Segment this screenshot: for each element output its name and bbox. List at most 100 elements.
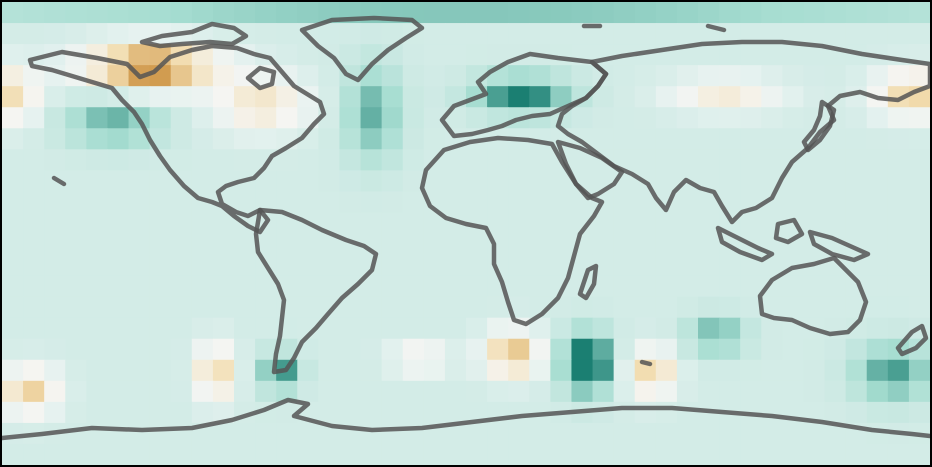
grid-cell — [550, 422, 573, 445]
grid-cell — [170, 443, 193, 465]
grid-cell — [444, 191, 467, 214]
grid-cell — [360, 296, 383, 319]
grid-cell — [634, 338, 657, 361]
grid-cell — [761, 275, 783, 298]
grid-cell — [234, 233, 256, 256]
grid-cell — [740, 65, 762, 87]
grid-cell — [381, 422, 404, 445]
grid-cell — [803, 44, 826, 66]
grid-cell — [44, 149, 66, 171]
grid-cell — [508, 359, 530, 382]
grid-cell — [318, 338, 341, 361]
grid-cell — [634, 23, 657, 45]
grid-cell — [571, 212, 594, 235]
grid-cell — [23, 107, 45, 129]
grid-cell — [613, 23, 636, 45]
grid-cell — [508, 233, 530, 256]
grid-cell — [149, 191, 172, 214]
grid-cell — [381, 254, 404, 277]
grid-cell — [2, 443, 24, 465]
grid-cell — [676, 149, 699, 171]
grid-cell — [170, 233, 193, 256]
grid-cell — [508, 401, 530, 424]
grid-cell — [761, 65, 783, 87]
grid-cell — [761, 296, 783, 319]
grid-cell — [466, 44, 488, 66]
grid-cell — [212, 254, 235, 277]
grid-cell — [107, 107, 130, 129]
grid-cell — [170, 317, 193, 340]
grid-cell — [255, 86, 277, 108]
grid-cell — [191, 170, 214, 193]
grid-cell — [2, 380, 24, 403]
grid-cell — [128, 359, 151, 382]
grid-cell — [845, 86, 868, 108]
grid-cell — [381, 65, 404, 87]
grid-cell — [107, 233, 130, 256]
grid-cell — [592, 86, 615, 108]
grid-cell — [149, 401, 172, 424]
grid-cell — [65, 233, 87, 256]
grid-cell — [487, 44, 509, 66]
grid-cell — [44, 443, 66, 465]
grid-cell — [782, 128, 805, 150]
grid-cell — [866, 23, 889, 45]
grid-cell — [149, 359, 172, 382]
grid-cell — [149, 317, 172, 340]
grid-cell — [824, 275, 847, 298]
grid-cell — [44, 23, 66, 45]
grid-cell — [212, 380, 235, 403]
grid-cell — [887, 254, 910, 277]
grid-cell — [824, 65, 847, 87]
grid-cell — [212, 107, 235, 129]
grid-cell — [23, 2, 45, 24]
grid-cell — [2, 65, 24, 87]
grid-cell — [65, 23, 87, 45]
grid-cell — [107, 149, 130, 171]
grid-cell — [740, 23, 762, 45]
grid-cell — [107, 170, 130, 193]
grid-cell — [2, 275, 24, 298]
grid-cell — [339, 275, 362, 298]
grid-cell — [44, 296, 66, 319]
grid-cell — [191, 65, 214, 87]
grid-cell — [423, 86, 446, 108]
grid-cell — [212, 233, 235, 256]
grid-cell — [444, 170, 467, 193]
grid-cell — [803, 338, 826, 361]
grid-cell — [508, 86, 530, 108]
grid-cell — [908, 380, 930, 403]
grid-cell — [676, 212, 699, 235]
grid-cell — [360, 422, 383, 445]
grid-cell — [107, 2, 130, 24]
grid-cell — [550, 212, 573, 235]
grid-cell — [255, 380, 277, 403]
grid-cell — [803, 149, 826, 171]
grid-cell — [212, 401, 235, 424]
grid-cell — [613, 296, 636, 319]
grid-cell — [360, 86, 383, 108]
grid-cell — [339, 128, 362, 150]
grid-cell — [297, 296, 319, 319]
grid-cell — [423, 2, 446, 24]
grid-cell — [571, 2, 594, 24]
grid-cell — [698, 128, 720, 150]
grid-cell — [845, 65, 868, 87]
grid-cell — [508, 380, 530, 403]
grid-cell — [170, 296, 193, 319]
grid-cell — [381, 380, 404, 403]
grid-cell — [318, 254, 341, 277]
grid-cell — [719, 422, 741, 445]
grid-cell — [592, 296, 615, 319]
grid-cell — [719, 443, 741, 465]
grid-cell — [402, 296, 425, 319]
grid-cell — [655, 338, 678, 361]
grid-cell — [2, 233, 24, 256]
grid-cell — [887, 275, 910, 298]
grid-cell — [655, 401, 678, 424]
grid-cell — [634, 107, 657, 129]
grid-cell — [381, 338, 404, 361]
grid-cell — [86, 191, 109, 214]
grid-cell — [191, 338, 214, 361]
